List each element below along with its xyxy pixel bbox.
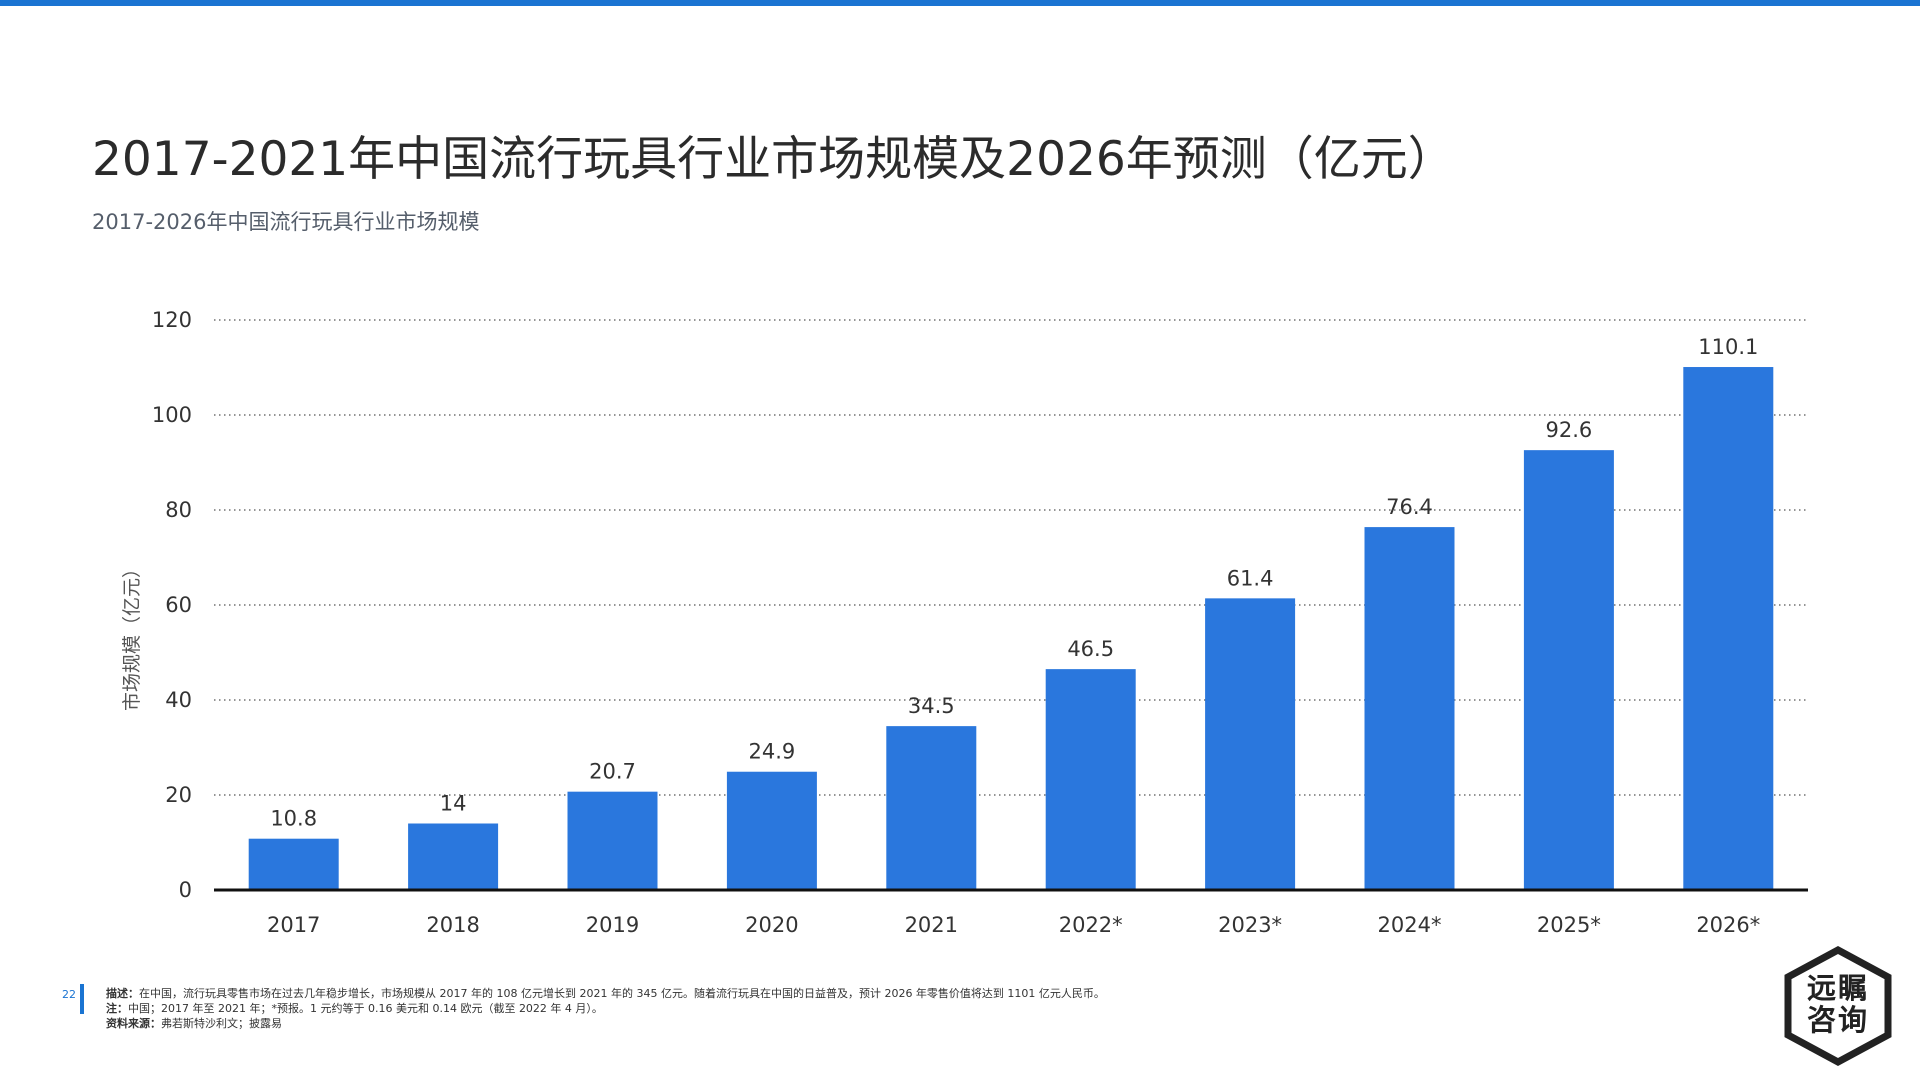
page-subtitle: 2017-2026年中国流行玩具行业市场规模 bbox=[92, 210, 480, 234]
description-text: 在中国，流行玩具零售市场在过去几年稳步增长，市场规模从 2017 年的 108 … bbox=[139, 987, 1105, 1000]
bar bbox=[1045, 669, 1136, 890]
data-label: 110.1 bbox=[1698, 335, 1758, 359]
x-tick-label: 2020 bbox=[745, 913, 798, 937]
data-label: 24.9 bbox=[749, 740, 796, 764]
x-tick-label: 2023* bbox=[1218, 913, 1282, 937]
bar bbox=[1683, 367, 1774, 890]
bar bbox=[886, 726, 977, 890]
y-axis-label: 市场规模（亿元） bbox=[121, 559, 143, 711]
footer-description-line: 描述：在中国，流行玩具零售市场在过去几年稳步增长，市场规模从 2017 年的 1… bbox=[106, 986, 1105, 1001]
x-tick-label: 2021 bbox=[905, 913, 958, 937]
data-label: 92.6 bbox=[1546, 418, 1593, 442]
bar bbox=[408, 823, 499, 890]
y-tick-label: 120 bbox=[152, 308, 192, 332]
y-tick-label: 80 bbox=[165, 498, 192, 522]
footer-notes: 描述：在中国，流行玩具零售市场在过去几年稳步增长，市场规模从 2017 年的 1… bbox=[106, 986, 1105, 1031]
y-tick-label: 40 bbox=[165, 688, 192, 712]
company-logo: 远瞩 咨询 bbox=[1782, 946, 1894, 1066]
note-text: 中国；2017 年至 2021 年；*预报。1 元约等于 0.16 美元和 0.… bbox=[128, 1002, 603, 1015]
bar bbox=[248, 838, 339, 890]
page-title: 2017-2021年中国流行玩具行业市场规模及2026年预测（亿元） bbox=[92, 132, 1455, 187]
y-tick-label: 0 bbox=[179, 878, 192, 902]
data-label: 76.4 bbox=[1386, 495, 1433, 519]
bars bbox=[248, 367, 1774, 890]
source-label: 资料来源： bbox=[106, 1017, 161, 1030]
data-label: 61.4 bbox=[1227, 566, 1274, 590]
x-tick-label: 2019 bbox=[586, 913, 639, 937]
logo-text-line1: 远瞩 bbox=[1806, 971, 1869, 1005]
footer-accent-bar bbox=[80, 984, 84, 1014]
x-tick-label: 2025* bbox=[1537, 913, 1601, 937]
source-text: 弗若斯特沙利文；披露易 bbox=[161, 1017, 282, 1030]
bar bbox=[726, 771, 817, 890]
x-tick-label: 2017 bbox=[267, 913, 320, 937]
x-tick-label: 2022* bbox=[1059, 913, 1123, 937]
y-tick-label: 20 bbox=[165, 783, 192, 807]
top-accent-bar bbox=[0, 0, 1920, 6]
data-label: 46.5 bbox=[1067, 637, 1114, 661]
x-tick-label: 2024* bbox=[1378, 913, 1442, 937]
bar bbox=[567, 791, 658, 890]
x-tick-label: 2026* bbox=[1696, 913, 1760, 937]
bar bbox=[1364, 527, 1455, 890]
description-label: 描述： bbox=[106, 987, 139, 1000]
y-tick-label: 100 bbox=[152, 403, 192, 427]
data-label: 10.8 bbox=[270, 807, 317, 831]
y-tick-label: 60 bbox=[165, 593, 192, 617]
bar bbox=[1523, 450, 1614, 890]
data-label: 34.5 bbox=[908, 694, 955, 718]
data-label: 14 bbox=[440, 792, 467, 816]
y-axis-ticks: 0 20 40 60 80 100 120 bbox=[152, 308, 192, 902]
grid-lines bbox=[214, 319, 1808, 796]
footer-note-line: 注：中国；2017 年至 2021 年；*预报。1 元约等于 0.16 美元和 … bbox=[106, 1001, 1105, 1016]
x-axis-ticks: 2017 2018 2019 2020 2021 2022* 2023* 2024* 2025*… bbox=[267, 913, 1760, 937]
data-labels: 10.8 14 20.7 24.9 34.5 46.5 61.4 76.4 92.6 110.1 bbox=[270, 335, 1758, 831]
data-label: 20.7 bbox=[589, 760, 636, 784]
x-tick-label: 2018 bbox=[426, 913, 479, 937]
bar bbox=[1205, 598, 1296, 890]
page-number: 22 bbox=[62, 988, 76, 1001]
footer-source-line: 资料来源：弗若斯特沙利文；披露易 bbox=[106, 1016, 1105, 1031]
logo-text-line2: 咨询 bbox=[1806, 1003, 1869, 1037]
note-label: 注： bbox=[106, 1002, 128, 1015]
